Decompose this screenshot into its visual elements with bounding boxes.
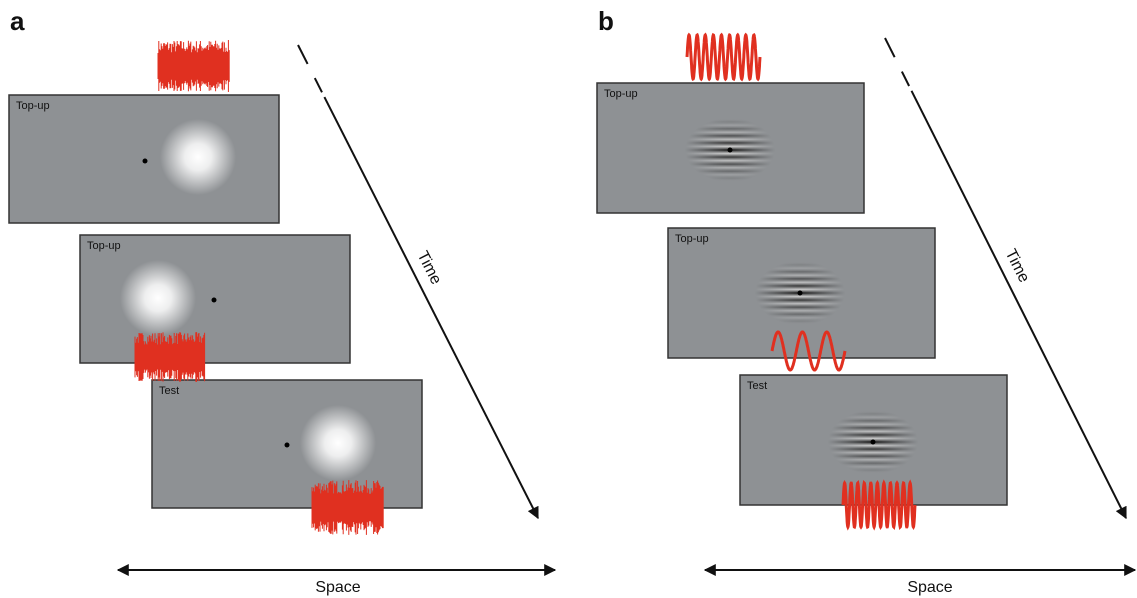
- panel-label: b: [598, 6, 614, 36]
- frame-label: Top-up: [16, 100, 50, 112]
- noise-stimulus: [158, 40, 229, 92]
- time-dash: [315, 78, 322, 92]
- time-dash: [885, 38, 895, 57]
- figure: aTop-upTop-upTestTimeSpacebTop-upTop-upT…: [0, 0, 1137, 598]
- frame-label: Top-up: [675, 233, 709, 245]
- time-dash: [298, 45, 308, 64]
- fixation-dot: [143, 159, 148, 164]
- fixation-dot: [871, 440, 876, 445]
- space-label: Space: [907, 579, 952, 596]
- gaussian-blob: [300, 405, 376, 481]
- time-dash: [902, 72, 909, 86]
- gaussian-blob: [120, 260, 196, 336]
- tone-stimulus: [687, 35, 760, 79]
- fixation-dot: [285, 443, 290, 448]
- frame-label: Test: [159, 385, 179, 397]
- fixation-dot: [212, 298, 217, 303]
- panel-label: a: [10, 6, 25, 36]
- space-label: Space: [315, 579, 360, 596]
- frame-label: Top-up: [604, 88, 638, 100]
- frame-label: Top-up: [87, 240, 121, 252]
- fixation-dot: [728, 148, 733, 153]
- frame-label: Test: [747, 380, 767, 392]
- gaussian-blob: [160, 119, 236, 195]
- fixation-dot: [798, 291, 803, 296]
